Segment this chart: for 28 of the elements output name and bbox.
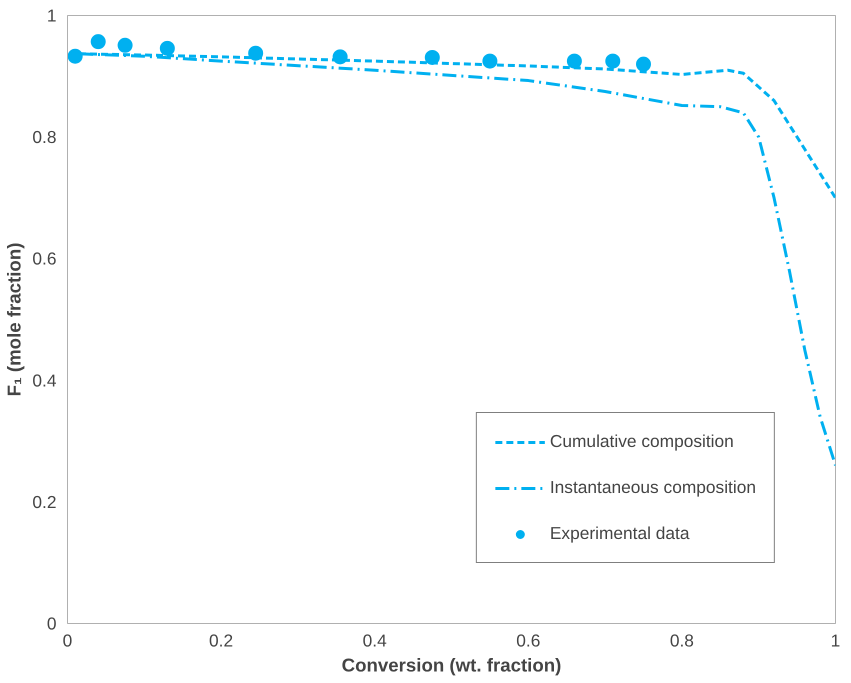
y-tick-label: 1 xyxy=(46,6,57,26)
x-tick-label: 0.4 xyxy=(362,630,388,650)
point xyxy=(605,54,620,69)
point xyxy=(118,38,133,53)
x-tick-label: 0 xyxy=(62,630,72,650)
x-axis-title: Conversion (wt. fraction) xyxy=(342,654,562,676)
y-tick-label: 0 xyxy=(46,614,57,634)
point xyxy=(636,56,651,72)
point xyxy=(248,46,264,61)
x-tick-label: 0.2 xyxy=(209,630,234,650)
y-tick-label: 0.4 xyxy=(32,370,57,390)
y-tick-label: 0.8 xyxy=(32,127,57,148)
legend-label: Experimental data xyxy=(550,523,690,544)
point xyxy=(160,40,175,56)
point xyxy=(482,54,498,69)
point xyxy=(424,50,440,65)
point xyxy=(566,54,582,69)
point xyxy=(68,48,83,64)
y-axis-title: F₁ (mole fraction) xyxy=(3,242,24,396)
point xyxy=(90,34,106,50)
y-tick-label: 0.2 xyxy=(32,492,57,512)
x-tick-label: 0.8 xyxy=(670,630,694,650)
point xyxy=(332,49,348,64)
legend-label: Cumulative composition xyxy=(550,431,734,452)
x-tick-label: 0.6 xyxy=(516,630,540,650)
x-tick-label: 1 xyxy=(830,630,840,650)
y-tick-label: 0.6 xyxy=(32,248,57,269)
legend-label: Instantaneous composition xyxy=(550,477,756,498)
